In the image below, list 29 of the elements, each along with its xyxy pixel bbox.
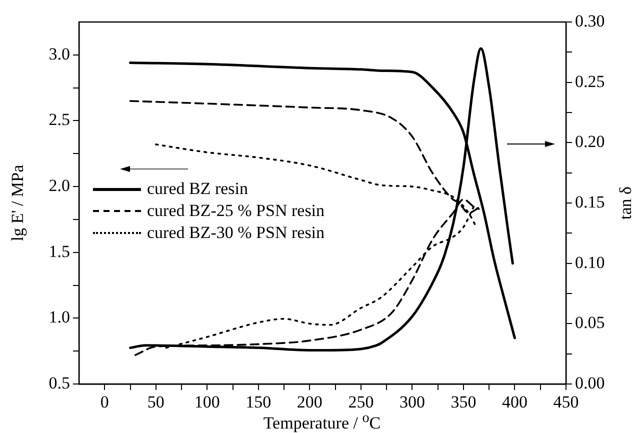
y-tick-label: 1.5	[48, 242, 70, 261]
y2-tick-label: 0.05	[575, 313, 605, 332]
x-tick-label: 250	[348, 392, 374, 412]
x-tick-label: 450	[553, 392, 579, 412]
legend-label: cured BZ-25 % PSN resin	[147, 200, 325, 222]
x-tick-label: 300	[399, 392, 425, 412]
x-tick-label: 350	[450, 392, 476, 412]
x-tick-label: 400	[502, 392, 528, 412]
x-tick-label: 50	[147, 392, 164, 412]
y2-tick-label: 0.15	[575, 192, 605, 212]
legend-label: cured BZ-30 % PSN resin	[147, 222, 325, 244]
x-tick-label: 100	[194, 392, 220, 412]
x-axis-title: Temperature / $^{o}$C	[263, 410, 381, 433]
x-tick-label: 0	[100, 392, 109, 412]
legend-label: cured BZ resin	[147, 178, 248, 200]
y-tick-label: 1.0	[48, 308, 70, 327]
y-tick-label: 2.0	[48, 176, 70, 196]
y-axis-title: lg E' / MPa	[8, 164, 28, 242]
y2-tick-label: 0.25	[575, 72, 605, 91]
y-tick-label: 3.0	[48, 44, 70, 64]
y2-axis-title: tan δ	[616, 186, 636, 220]
y2-tick-label: 0.30	[575, 11, 605, 30]
y-tick-label: 0.5	[48, 373, 70, 392]
y2-tick-label: 0.00	[575, 373, 605, 392]
y-tick-label: 2.5	[48, 110, 70, 130]
x-tick-label: 200	[296, 392, 322, 412]
y2-tick-label: 0.10	[575, 252, 605, 272]
x-tick-label: 150	[246, 392, 272, 412]
y2-tick-label: 0.20	[575, 132, 605, 152]
